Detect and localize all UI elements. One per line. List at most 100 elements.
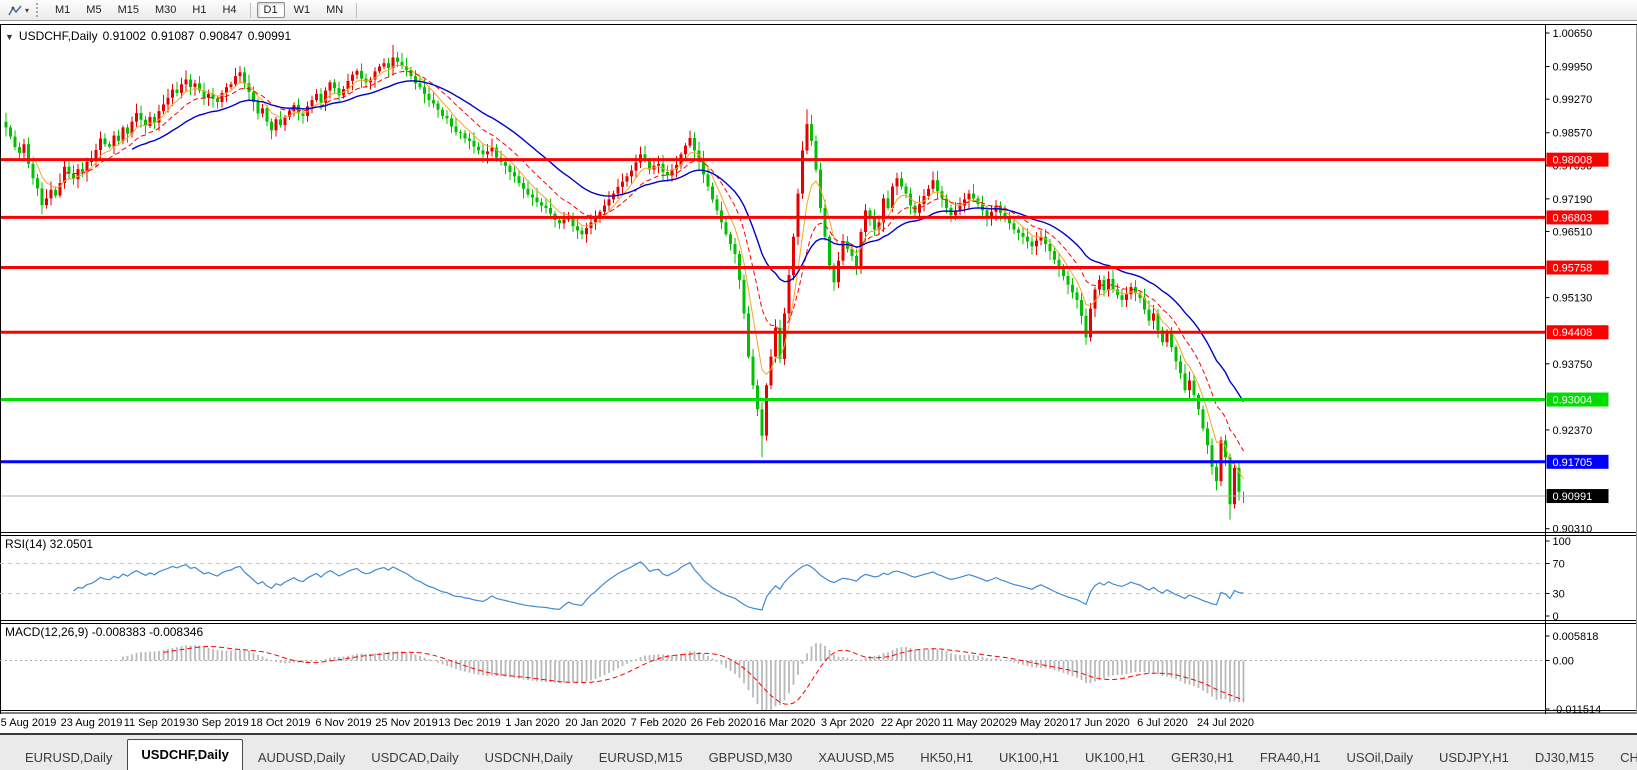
ohlc-open: 0.91002 — [102, 29, 146, 43]
svg-text:0.005818: 0.005818 — [1553, 631, 1599, 643]
time-axis-label: 23 Aug 2019 — [60, 717, 123, 729]
svg-text:0.94408: 0.94408 — [1553, 327, 1593, 339]
chart-window: 1.006500.999500.992700.985700.978900.971… — [0, 24, 1637, 714]
time-axis: 5 Aug 2019 23 Aug 2019 11 Sep 2019 30 Sep 2… — [0, 713, 1545, 733]
svg-text:30: 30 — [1553, 589, 1565, 601]
chart-tab-USDCAD-Daily[interactable]: USDCAD,Daily — [371, 750, 459, 765]
time-axis-label: 20 Jan 2020 — [565, 717, 626, 729]
macd-panel: 0.005818 0.00 -0.011514 — [0, 631, 1601, 714]
time-axis-label: 18 Oct 2019 — [250, 717, 311, 729]
chevron-down-icon: ▾ — [25, 5, 30, 15]
timeframe-button-M15[interactable]: M15 — [117, 4, 139, 16]
svg-text:0.96803: 0.96803 — [1553, 212, 1593, 224]
time-axis-label: 3 Apr 2020 — [820, 717, 875, 729]
chart-tab-EURUSD-Daily[interactable]: EURUSD,Daily — [25, 750, 113, 765]
chart-tab-AUDUSD-Daily[interactable]: AUDUSD,Daily — [257, 750, 346, 765]
chart-title: ▼ USDCHF,Daily 0.91002 0.91087 0.90847 0.9099… — [5, 29, 296, 43]
timeframe-button-M1[interactable]: M1 — [55, 4, 71, 16]
panel-frames — [0, 25, 1637, 714]
rsi-line — [73, 561, 1244, 611]
timeframe-button-H1[interactable]: H1 — [192, 4, 207, 16]
svg-text:0.91705: 0.91705 — [1553, 457, 1593, 469]
timeframe-button-M5[interactable]: M5 — [86, 4, 102, 16]
timeframe-button-W1[interactable]: W1 — [293, 4, 311, 16]
svg-text:70: 70 — [1553, 559, 1565, 571]
svg-text:0.90991: 0.90991 — [1553, 491, 1593, 503]
time-axis-label: 29 May 2020 — [1004, 717, 1069, 729]
time-axis-label: 25 Nov 2019 — [375, 717, 438, 729]
svg-text:0.98570: 0.98570 — [1553, 128, 1593, 140]
chart-tab-USOil-Daily[interactable]: USOil,Daily — [1346, 750, 1413, 765]
svg-text:0.95130: 0.95130 — [1553, 293, 1593, 305]
chart-tab-UK100-H1[interactable]: UK100,H1 — [998, 750, 1059, 765]
toolbar: ▾ M1 M5 M15 M30 H1 H4 D1 W1 MN — [0, 0, 1637, 21]
time-axis-label: 24 Jul 2020 — [1197, 717, 1254, 729]
svg-text:0.93750: 0.93750 — [1553, 359, 1593, 371]
ma-slow-line — [131, 80, 1245, 402]
time-axis-label: 11 May 2020 — [942, 717, 1005, 729]
svg-text:0.92370: 0.92370 — [1553, 425, 1593, 437]
chart-tab-HK50-H1[interactable]: HK50,H1 — [920, 750, 973, 765]
time-axis-label: 7 Feb 2020 — [630, 717, 687, 729]
svg-text:0.97190: 0.97190 — [1553, 194, 1593, 206]
chart-tools-button[interactable]: ▾ — [4, 1, 33, 19]
svg-text:0.99270: 0.99270 — [1553, 94, 1593, 106]
svg-text:0.96510: 0.96510 — [1553, 226, 1593, 238]
ohlc-high: 0.91087 — [151, 29, 195, 43]
svg-text:0.98008: 0.98008 — [1553, 155, 1593, 167]
chart-tab-XAUUSD-M5[interactable]: XAUUSD,M5 — [818, 750, 895, 765]
chart-tab-EURUSD-M15[interactable]: EURUSD,M15 — [598, 750, 683, 765]
chart-canvas[interactable]: 1.006500.999500.992700.985700.978900.971… — [0, 25, 1637, 714]
chart-tab-GER30-H1[interactable]: GER30,H1 — [1170, 750, 1234, 765]
chart-tab-CHINA300-H4[interactable]: CHINA300,H4 — [1620, 750, 1637, 765]
rsi-panel: 100 70 30 0 — [0, 536, 1571, 623]
polyline-tool-icon — [8, 5, 22, 15]
chart-tab-UK100-H1[interactable]: UK100,H1 — [1084, 750, 1145, 765]
chart-tab-GBPUSD-M30[interactable]: GBPUSD,M30 — [708, 750, 793, 765]
chart-tabs-bar: EURUSD,Daily USDCHF,Daily AUDUSD,Daily USDC… — [0, 733, 1637, 770]
macd-indicator-label: MACD(12,26,9) -0.008383 -0.008346 — [5, 625, 204, 639]
macd-histogram — [122, 643, 1245, 710]
svg-text:0.99950: 0.99950 — [1553, 62, 1593, 74]
toolbar-separator — [249, 2, 251, 18]
svg-text:0.90310: 0.90310 — [1553, 524, 1593, 536]
time-axis-label: 11 Sep 2019 — [123, 717, 186, 729]
window-menu-icon[interactable]: ▼ — [5, 32, 14, 42]
time-axis-label: 26 Feb 2020 — [690, 717, 753, 729]
time-axis-label: 5 Aug 2019 — [0, 717, 57, 729]
price-tags: 0.98008 0.96803 0.95758 0.94408 0.93004 0.917… — [1546, 152, 1609, 504]
chart-symbol-label: USDCHF,Daily — [18, 29, 98, 43]
timeframe-button-MN[interactable]: MN — [326, 4, 344, 16]
time-axis-label: 30 Sep 2019 — [186, 717, 249, 729]
svg-text:1.00650: 1.00650 — [1553, 28, 1593, 40]
svg-text:0: 0 — [1553, 611, 1559, 623]
time-axis-label: 6 Nov 2019 — [315, 717, 372, 729]
timeframe-button-D1[interactable]: D1 — [256, 2, 285, 18]
svg-text:0.93004: 0.93004 — [1553, 395, 1593, 407]
time-axis-label: 1 Jan 2020 — [505, 717, 560, 729]
timeframe-toolbar: M1 M5 M15 M30 H1 H4 D1 W1 MN — [47, 2, 362, 18]
svg-text:0.95758: 0.95758 — [1553, 263, 1593, 275]
toolbar-grip — [36, 3, 41, 17]
timeframe-button-M30[interactable]: M30 — [154, 4, 177, 16]
ma-fast-line — [32, 64, 1244, 480]
timeframe-button-H4[interactable]: H4 — [222, 4, 237, 16]
chart-tab-FRA40-H1[interactable]: FRA40,H1 — [1259, 750, 1321, 765]
rsi-indicator-label: RSI(14) 32.0501 — [5, 537, 94, 551]
toolbar-separator — [356, 2, 358, 18]
chart-tab-USDCNH-Daily[interactable]: USDCNH,Daily — [484, 750, 573, 765]
chart-tab-USDJPY-H1[interactable]: USDJPY,H1 — [1439, 750, 1509, 765]
svg-text:100: 100 — [1553, 536, 1571, 548]
time-axis-label: 22 Apr 2020 — [880, 717, 941, 729]
svg-text:0.00: 0.00 — [1553, 656, 1574, 668]
time-axis-label: 16 Mar 2020 — [753, 717, 816, 729]
ma-medium-line — [64, 70, 1244, 452]
chart-tab-USDCHF-Daily[interactable]: USDCHF,Daily — [127, 739, 243, 770]
time-axis-label: 17 Jun 2020 — [1069, 717, 1130, 729]
time-axis-label: 13 Dec 2019 — [438, 717, 501, 729]
time-axis-label: 6 Jul 2020 — [1137, 717, 1188, 729]
ohlc-close: 0.90991 — [247, 29, 292, 43]
svg-text:-0.011514: -0.011514 — [1553, 704, 1602, 714]
chart-tab-DJ30-M15[interactable]: DJ30,M15 — [1534, 750, 1595, 765]
